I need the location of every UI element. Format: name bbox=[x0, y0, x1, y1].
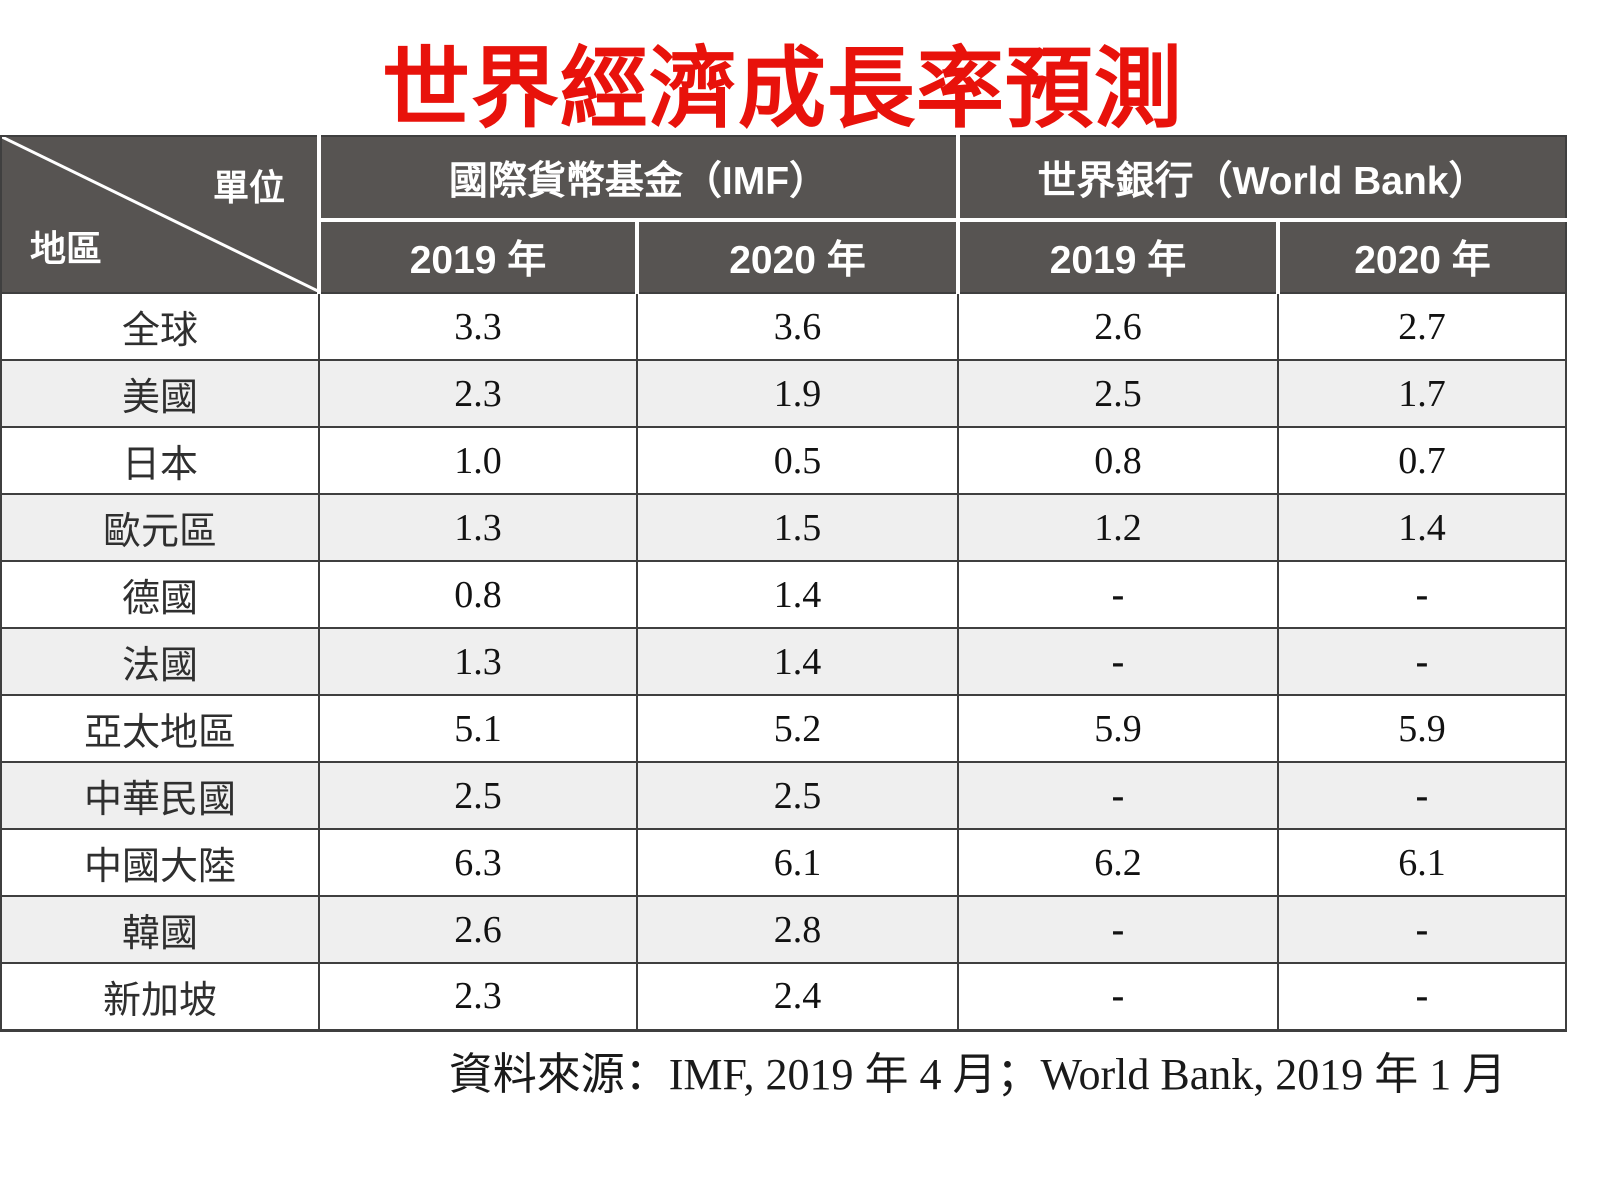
region-cell: 美國 bbox=[0, 359, 320, 428]
region-cell: 新加坡 bbox=[0, 962, 320, 1032]
region-cell: 韓國 bbox=[0, 895, 320, 964]
region-cell: 中華民國 bbox=[0, 761, 320, 830]
page-title: 世界經濟成長率預測 bbox=[381, 39, 1183, 138]
table-header: 單位 地區 國際貨幣基金（IMF） 世界銀行（World Bank） 2019 … bbox=[1, 136, 1566, 293]
group-header-row: 單位 地區 國際貨幣基金（IMF） 世界銀行（World Bank） bbox=[1, 136, 1566, 293]
value-cell: 6.1 bbox=[1277, 828, 1567, 897]
corner-label-unit: 單位 bbox=[212, 167, 285, 208]
value-cell: 5.2 bbox=[636, 694, 959, 763]
value-cell: 6.3 bbox=[318, 828, 638, 897]
growth-forecast-table: 單位 地區 國際貨幣基金（IMF） 世界銀行（World Bank） 2019 … bbox=[0, 135, 1567, 1032]
year-header-wb-2020: 2020 年 bbox=[1278, 220, 1566, 293]
value-cell: 0.8 bbox=[318, 560, 638, 629]
value-cell: 2.5 bbox=[636, 761, 959, 830]
region-cell: 全球 bbox=[0, 292, 320, 361]
value-cell: 6.1 bbox=[636, 828, 959, 897]
corner-label-region: 地區 bbox=[30, 228, 103, 269]
region-cell: 德國 bbox=[0, 560, 320, 629]
value-cell: 1.2 bbox=[957, 493, 1279, 562]
table-row: 日本 1.0 0.5 0.8 0.7 bbox=[0, 426, 1567, 495]
value-cell: - bbox=[1277, 560, 1567, 629]
value-cell: 1.4 bbox=[636, 560, 959, 629]
year-header-row: 2019 年 2020 年 2019 年 2020 年 bbox=[1, 220, 1566, 293]
table-row: 中華民國 2.5 2.5 - - bbox=[0, 761, 1567, 830]
value-cell: 1.4 bbox=[1277, 493, 1567, 562]
value-cell: 2.4 bbox=[636, 962, 959, 1032]
region-cell: 中國大陸 bbox=[0, 828, 320, 897]
value-cell: 2.7 bbox=[1277, 292, 1567, 361]
table-row: 韓國 2.6 2.8 - - bbox=[0, 895, 1567, 964]
value-cell: - bbox=[1277, 761, 1567, 830]
diagonal-divider-line bbox=[2, 137, 320, 292]
source-note: 資料來源：IMF, 2019 年 4 月；World Bank, 2019 年 … bbox=[448, 1050, 1507, 1099]
year-header-wb-2019: 2019 年 bbox=[958, 220, 1280, 293]
table-row: 亞太地區 5.1 5.2 5.9 5.9 bbox=[0, 694, 1567, 763]
value-cell: 2.3 bbox=[318, 962, 638, 1032]
value-cell: - bbox=[1277, 627, 1567, 696]
corner-header-cell: 單位 地區 bbox=[1, 136, 321, 293]
value-cell: 1.7 bbox=[1277, 359, 1567, 428]
value-cell: 0.8 bbox=[957, 426, 1279, 495]
value-cell: - bbox=[957, 627, 1279, 696]
value-cell: 5.1 bbox=[318, 694, 638, 763]
value-cell: - bbox=[957, 895, 1279, 964]
region-cell: 法國 bbox=[0, 627, 320, 696]
table-row: 全球 3.3 3.6 2.6 2.7 bbox=[0, 292, 1567, 361]
table-row: 中國大陸 6.3 6.1 6.2 6.1 bbox=[0, 828, 1567, 897]
value-cell: 2.8 bbox=[636, 895, 959, 964]
table-body: 全球 3.3 3.6 2.6 2.7 美國 2.3 1.9 2.5 1.7 日本… bbox=[0, 292, 1567, 1032]
table-row: 美國 2.3 1.9 2.5 1.7 bbox=[0, 359, 1567, 428]
value-cell: 6.2 bbox=[957, 828, 1279, 897]
region-cell: 歐元區 bbox=[0, 493, 320, 562]
table-row: 歐元區 1.3 1.5 1.2 1.4 bbox=[0, 493, 1567, 562]
year-header-imf-2019: 2019 年 bbox=[319, 220, 639, 293]
value-cell: 2.3 bbox=[318, 359, 638, 428]
value-cell: - bbox=[1277, 962, 1567, 1032]
table-row: 德國 0.8 1.4 - - bbox=[0, 560, 1567, 629]
group-header-worldbank: 世界銀行（World Bank） bbox=[958, 136, 1566, 223]
value-cell: 1.3 bbox=[318, 493, 638, 562]
value-cell: 1.5 bbox=[636, 493, 959, 562]
value-cell: 2.6 bbox=[957, 292, 1279, 361]
value-cell: 3.3 bbox=[318, 292, 638, 361]
value-cell: 2.5 bbox=[957, 359, 1279, 428]
value-cell: 0.5 bbox=[636, 426, 959, 495]
value-cell: - bbox=[957, 962, 1279, 1032]
value-cell: - bbox=[957, 560, 1279, 629]
region-cell: 日本 bbox=[0, 426, 320, 495]
value-cell: 1.0 bbox=[318, 426, 638, 495]
year-header-imf-2020: 2020 年 bbox=[637, 220, 960, 293]
table-row: 法國 1.3 1.4 - - bbox=[0, 627, 1567, 696]
value-cell: - bbox=[957, 761, 1279, 830]
value-cell: 0.7 bbox=[1277, 426, 1567, 495]
value-cell: - bbox=[1277, 895, 1567, 964]
value-cell: 1.3 bbox=[318, 627, 638, 696]
region-cell: 亞太地區 bbox=[0, 694, 320, 763]
group-header-imf: 國際貨幣基金（IMF） bbox=[319, 136, 960, 223]
value-cell: 5.9 bbox=[1277, 694, 1567, 763]
value-cell: 1.4 bbox=[636, 627, 959, 696]
value-cell: 3.6 bbox=[636, 292, 959, 361]
corner-cell-content: 單位 地區 bbox=[2, 137, 320, 292]
value-cell: 5.9 bbox=[957, 694, 1279, 763]
value-cell: 2.6 bbox=[318, 895, 638, 964]
table-row: 新加坡 2.3 2.4 - - bbox=[0, 962, 1567, 1032]
value-cell: 1.9 bbox=[636, 359, 959, 428]
value-cell: 2.5 bbox=[318, 761, 638, 830]
